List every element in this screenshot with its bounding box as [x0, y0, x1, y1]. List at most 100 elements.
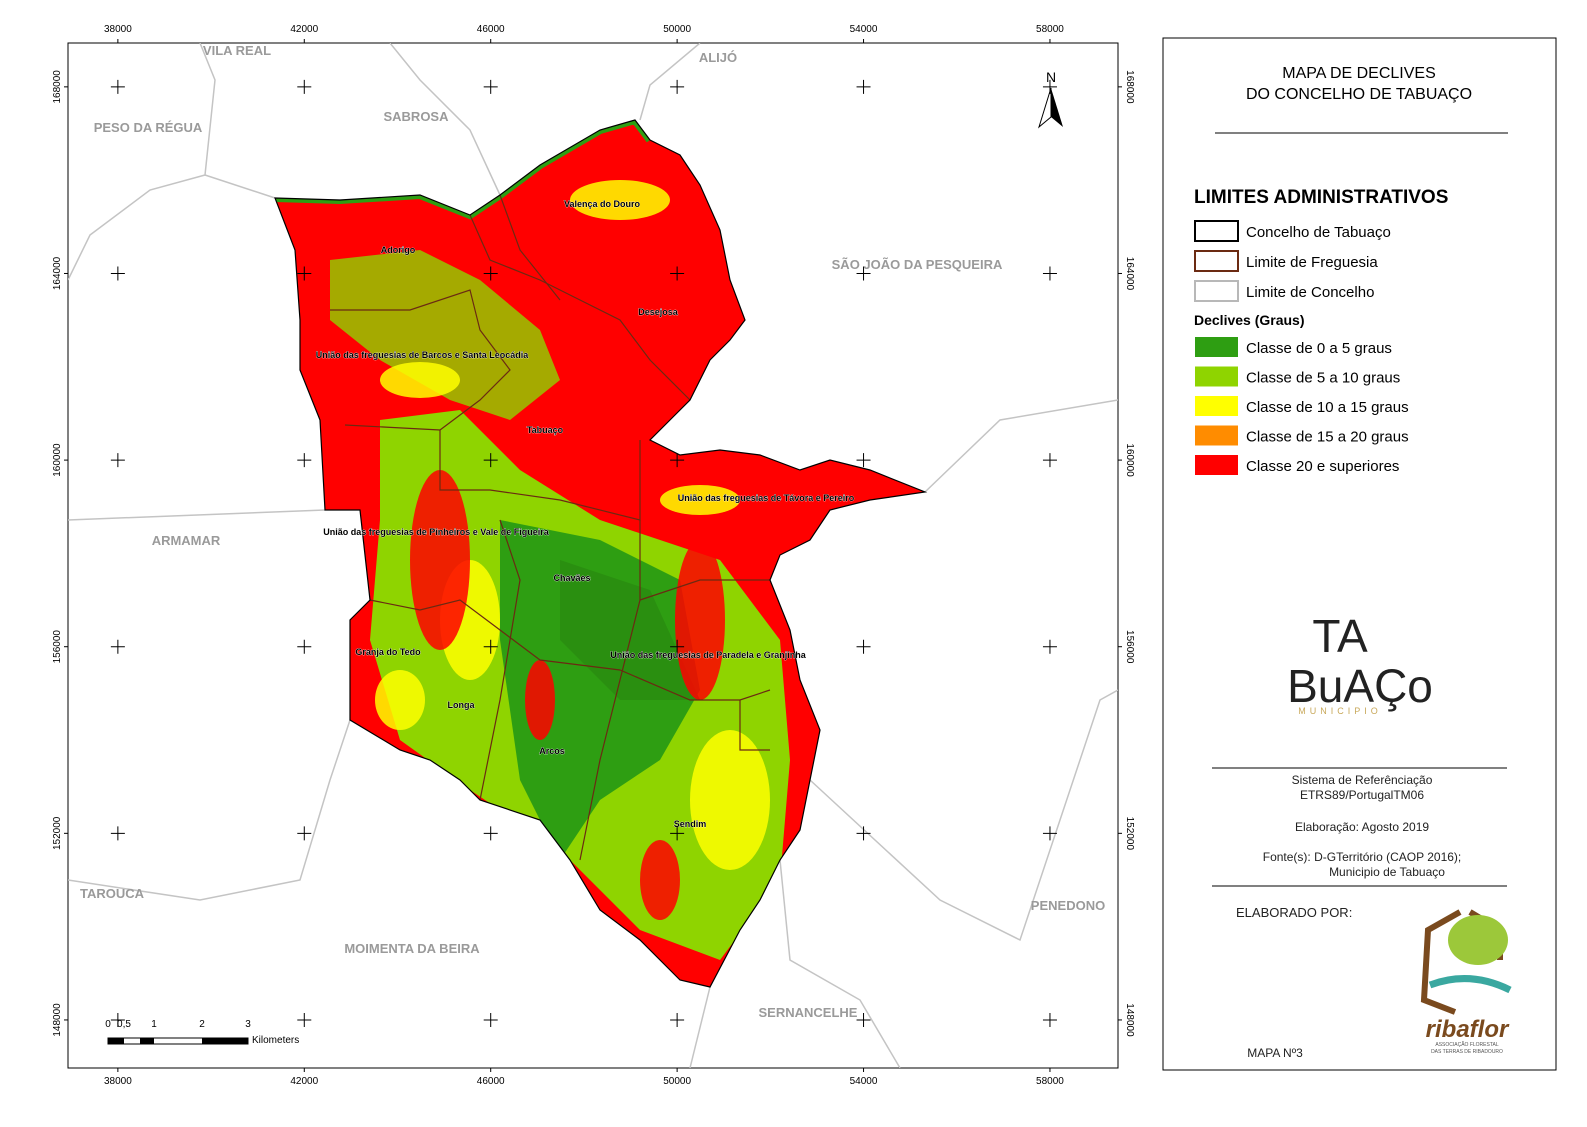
grid-cross — [483, 79, 498, 94]
info-text: ETRS89/PortugalTM06 — [1300, 788, 1424, 802]
x-tick-label: 38000 — [104, 1076, 132, 1087]
map-title: MAPA DE DECLIVES — [1282, 65, 1436, 82]
logo-text: BuAÇo — [1287, 660, 1433, 712]
x-tick-label: 46000 — [477, 1076, 505, 1087]
y-tick-label: 160000 — [1124, 443, 1135, 477]
grid-cross — [483, 1012, 498, 1027]
grid-cross — [483, 826, 498, 841]
y-tick-label: 148000 — [1124, 1003, 1135, 1037]
y-tick-label: 168000 — [1124, 70, 1135, 104]
neighbor-boundaries — [68, 43, 1118, 1068]
parish-label: Adorigo — [381, 245, 416, 255]
parish-label: Chavães — [553, 573, 590, 583]
grid-cross — [297, 453, 312, 468]
org-sub: ASSOCIAÇÃO FLORESTAL — [1435, 1041, 1498, 1048]
neighbor-label: MOIMENTA DA BEIRA — [344, 941, 480, 956]
parish-label: Tabuaço — [527, 425, 564, 435]
y-tick-label: 168000 — [52, 70, 63, 104]
neighbor-label: TAROUCA — [80, 886, 145, 901]
y-tick-label: 148000 — [52, 1003, 63, 1037]
legend-panel — [1162, 37, 1557, 1071]
grid-cross — [670, 266, 685, 281]
grid-cross — [110, 79, 125, 94]
map-number: MAPA Nº3 — [1247, 1046, 1303, 1060]
grid-cross — [670, 1012, 685, 1027]
x-tick-label: 38000 — [104, 24, 132, 35]
legend-label: Limite de Concelho — [1246, 284, 1374, 301]
grid-cross — [483, 453, 498, 468]
x-tick-label: 54000 — [850, 1076, 878, 1087]
org-sub: DAS TERRAS DE RIBADOURO — [1431, 1049, 1503, 1055]
parish-label: Sendim — [674, 819, 707, 829]
neighbor-label: PESO DA RÉGUA — [94, 120, 203, 135]
legend-label: Classe de 15 a 20 graus — [1246, 429, 1409, 446]
grid-cross — [670, 79, 685, 94]
legend-swatch — [1195, 396, 1238, 416]
legend-label: Limite de Freguesia — [1246, 254, 1378, 271]
y-tick-label: 156000 — [52, 630, 63, 664]
grid-cross — [670, 453, 685, 468]
legend-swatch — [1194, 280, 1239, 302]
legend-swatch — [1195, 455, 1238, 475]
parish-boundaries — [330, 194, 771, 861]
grid-cross — [297, 79, 312, 94]
x-tick-label: 50000 — [663, 1076, 691, 1087]
x-tick-label: 58000 — [1036, 1076, 1064, 1087]
parish-label: Granja do Tedo — [355, 647, 421, 657]
x-tick-label: 42000 — [290, 24, 318, 35]
parish-label: União das freguesias de Paradela e Granj… — [610, 650, 807, 660]
parish-label: Desejosa — [638, 307, 679, 317]
grid-cross — [297, 826, 312, 841]
info-text: Sistema de Referênciação — [1292, 773, 1433, 787]
scale-label: 2 — [199, 1019, 205, 1030]
grid-cross — [856, 79, 871, 94]
grid-cross — [1042, 1012, 1057, 1027]
parish-label: União das freguesias de Pinheiros e Vale… — [323, 527, 550, 537]
grid-cross — [110, 826, 125, 841]
grid-cross — [1042, 266, 1057, 281]
grid-cross — [1042, 826, 1057, 841]
legend-label: Classe de 10 a 15 graus — [1246, 399, 1409, 416]
parish-label: Longa — [448, 700, 476, 710]
grid-cross — [483, 266, 498, 281]
parish-label: União das freguesias de Barcos e Santa L… — [316, 350, 530, 360]
grid-cross — [297, 266, 312, 281]
x-tick-label: 54000 — [850, 24, 878, 35]
grid-cross — [856, 826, 871, 841]
legend-label: Classe de 0 a 5 graus — [1246, 340, 1392, 357]
grid-cross — [110, 453, 125, 468]
grid-cross — [1042, 453, 1057, 468]
grid-cross — [856, 453, 871, 468]
y-tick-label: 160000 — [52, 443, 63, 477]
map-title: DO CONCELHO DE TABUAÇO — [1246, 86, 1472, 103]
x-tick-label: 46000 — [477, 24, 505, 35]
grid-cross — [670, 639, 685, 654]
grid-cross — [856, 1012, 871, 1027]
legend-swatch — [1195, 366, 1238, 387]
neighbor-label: PENEDONO — [1031, 898, 1105, 913]
scale-unit: Kilometers — [252, 1035, 299, 1046]
grid-cross — [297, 639, 312, 654]
logo-text: MUNICIPIO — [1298, 706, 1382, 716]
north-arrow: N — [1038, 69, 1063, 129]
grid-cross — [1042, 639, 1057, 654]
neighbor-label: SABROSA — [383, 109, 449, 124]
legend-heading: LIMITES ADMINISTRATIVOS — [1194, 187, 1448, 208]
north-label: N — [1046, 69, 1056, 85]
legend-label: Concelho de Tabuaço — [1246, 224, 1391, 241]
parish-label: Valença do Douro — [564, 199, 641, 209]
logo-text: TA — [1312, 610, 1368, 662]
scale-label: 0 — [105, 1019, 111, 1030]
grid-cross — [483, 639, 498, 654]
neighbor-label: ARMAMAR — [152, 533, 221, 548]
municipality-logo: TA BuAÇo MUNICIPIO — [1287, 610, 1433, 716]
legend-heading: Declives (Graus) — [1194, 312, 1305, 328]
info-text: Fonte(s): D-GTerritório (CAOP 2016); — [1263, 850, 1462, 864]
grid-cross — [110, 1012, 125, 1027]
y-tick-label: 156000 — [1124, 630, 1135, 664]
scale-label: 3 — [245, 1019, 251, 1030]
parish-label: União das freguesias de Távora e Pereiro — [678, 493, 855, 503]
grid-cross — [110, 266, 125, 281]
grid: 38000 38000 42000 42000 46000 46000 50000 50000… — [52, 24, 1135, 1087]
